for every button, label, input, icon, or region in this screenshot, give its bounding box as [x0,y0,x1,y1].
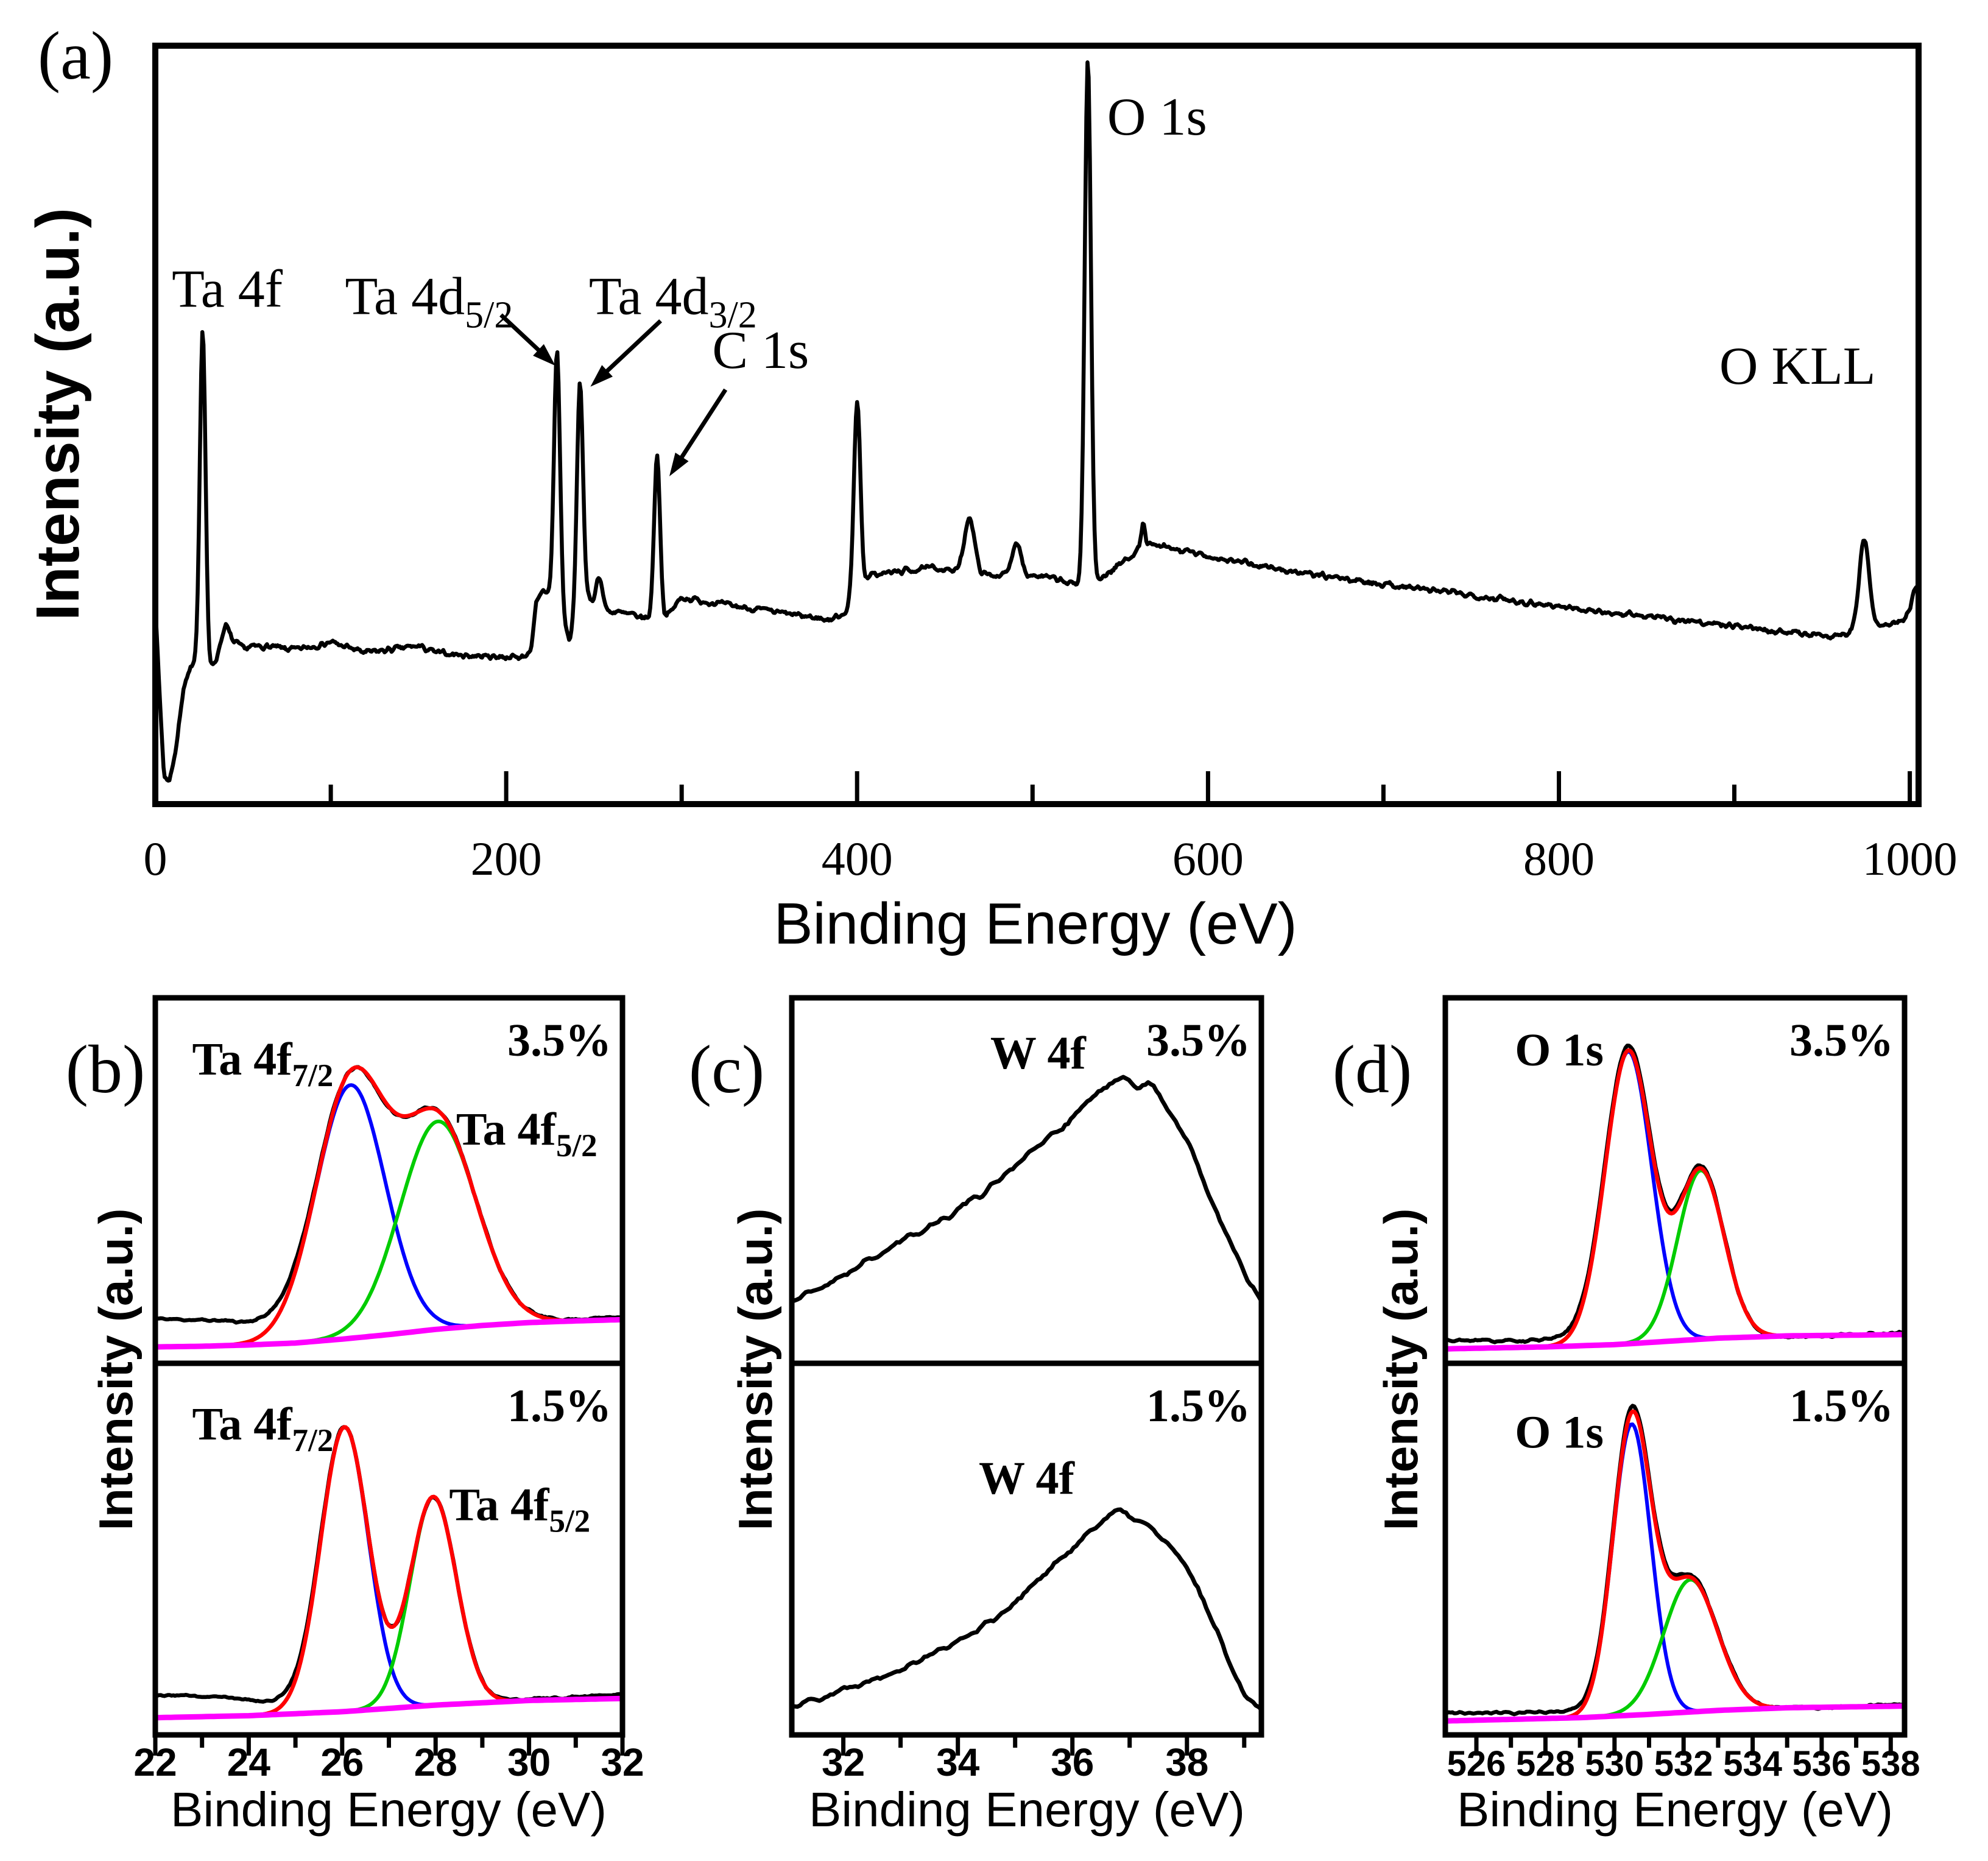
annotation-arrow-line [678,388,728,461]
subpanel-a-0 [158,60,1916,783]
annotation-a-0-3: C 1s [712,321,809,380]
annotation-a-0-1: Ta 4d5/2 [345,267,513,336]
subpanel-b-1 [158,1425,620,1721]
tick-label-a-1000: 1000 [1863,832,1958,885]
series-measured-data [1448,1404,1902,1717]
y-axis-title-w4f: Intensity (a.u.) [728,1208,782,1531]
annotation-c-0-0: W 4f [990,1028,1087,1079]
series-fit-envelope [1448,1409,1902,1723]
tick-label-b-30: 30 [507,1740,551,1784]
y-axis-title-ta4f: Intensity (a.u.) [88,1208,143,1531]
tick-label-b-22: 22 [133,1740,177,1784]
series-component-lattice-O [1448,1050,1902,1351]
tick-label-a-600: 600 [1172,832,1244,885]
series-component-Ta4f52 [158,1119,620,1349]
annotation-b-0-0: Ta 4f7/2 [192,1034,334,1093]
annotation-a-0-0: Ta 4f [172,260,283,319]
panel-border [152,995,626,1738]
subpanel-c-1 [794,1507,1259,1711]
tick-label-c-36: 36 [1051,1740,1094,1784]
annotation-arrow-head [533,344,555,366]
panel-d: O 1s 3.5% O 1s 1.5% 526 528 530 532 534 536 538 [1442,995,1920,1784]
series-background [1448,1703,1902,1724]
annotation-d-0-0: O 1s [1515,1025,1604,1076]
tick-label-a-0: 0 [144,832,167,885]
subpanel-d-1 [1448,1404,1902,1724]
panel-label-d: (d) [1332,1032,1412,1107]
panel-border [152,43,1922,807]
annotation-d-1-0: O 1s [1515,1407,1604,1458]
tick-label-b-26: 26 [320,1740,364,1784]
panel-b: Ta 4f7/2 Ta 4f5/2 3.5% Ta 4f7/2 Ta 4f5/2 1.5%… [133,995,644,1784]
panel-border [1442,995,1908,1738]
tick-label-d-532: 532 [1654,1744,1713,1784]
annotation-arrow-head [590,365,613,387]
x-axis-title-w4f: Binding Energy (eV) [809,1782,1245,1837]
panel-c: W 4f 3.5% W 4f 1.5% 32 34 36 38 [789,995,1264,1784]
series-background [158,1695,620,1721]
panel-a: Ta 4f Ta 4d5/2 Ta 4d3/2C 1s O 1s O KLL 0 200 40… [144,43,1958,885]
badge-d-0: 3.5% [1789,1015,1894,1066]
panel-label-a: (a) [37,18,114,94]
badge-b-1: 1.5% [507,1380,612,1432]
annotation-arrow-line [499,313,543,355]
annotation-a-0-2: Ta 4d3/2 [589,267,757,336]
series-component-lattice-O [1448,1422,1902,1723]
panel-border [789,995,1264,1738]
series-background [1448,1332,1902,1352]
tick-label-c-34: 34 [936,1740,980,1784]
annotation-arrow-head [669,452,689,476]
tick-label-c-32: 32 [822,1740,865,1784]
annotation-a-0-4: O 1s [1107,88,1207,147]
series-measured-data [794,1507,1259,1711]
panel-label-c: (c) [688,1032,765,1107]
series-survey-spectrum [158,60,1916,783]
x-axis-title-survey: Binding Energy (eV) [774,891,1297,956]
tick-label-a-200: 200 [471,832,542,885]
series-background [158,1316,620,1350]
subpanel-c-0 [794,1075,1259,1303]
tick-label-d-534: 534 [1723,1744,1782,1784]
tick-label-d-526: 526 [1447,1744,1506,1784]
series-component-adsorbed-O [1448,1168,1902,1351]
tick-label-d-538: 538 [1861,1744,1920,1784]
x-axis-title-o1s: Binding Energy (eV) [1457,1782,1893,1837]
annotation-c-1-0: W 4f [979,1453,1076,1504]
tick-label-b-24: 24 [227,1740,271,1784]
tick-label-c-38: 38 [1165,1740,1208,1784]
tick-label-d-528: 528 [1516,1744,1575,1784]
series-measured-data [794,1075,1259,1303]
series-component-adsorbed-O [1448,1578,1902,1723]
badge-d-1: 1.5% [1789,1380,1894,1432]
badge-b-0: 3.5% [507,1015,612,1066]
tick-label-a-400: 400 [822,832,893,885]
x-axis-title-ta4f: Binding Energy (eV) [171,1782,607,1837]
annotation-a-0-5: O KLL [1719,337,1876,396]
tick-label-a-800: 800 [1523,832,1595,885]
tick-label-b-32: 32 [601,1740,644,1784]
annotation-b-1-1: Ta 4f5/2 [449,1480,590,1539]
badge-c-1: 1.5% [1146,1380,1250,1432]
subpanel-d-0 [1448,1044,1902,1352]
panel-label-b: (b) [65,1032,146,1107]
subpanel-b-0 [158,1065,620,1350]
badge-c-0: 3.5% [1146,1015,1250,1066]
tick-label-b-28: 28 [414,1740,457,1784]
annotation-b-0-1: Ta 4f5/2 [456,1104,597,1164]
annotation-b-1-0: Ta 4f7/2 [192,1399,334,1458]
y-axis-title-o1s: Intensity (a.u.) [1373,1208,1428,1531]
y-axis-title-survey: Intensity (a.u.) [23,208,92,621]
tick-label-d-536: 536 [1792,1744,1852,1784]
annotation-arrow-line [603,319,663,375]
tick-label-d-530: 530 [1585,1744,1644,1784]
